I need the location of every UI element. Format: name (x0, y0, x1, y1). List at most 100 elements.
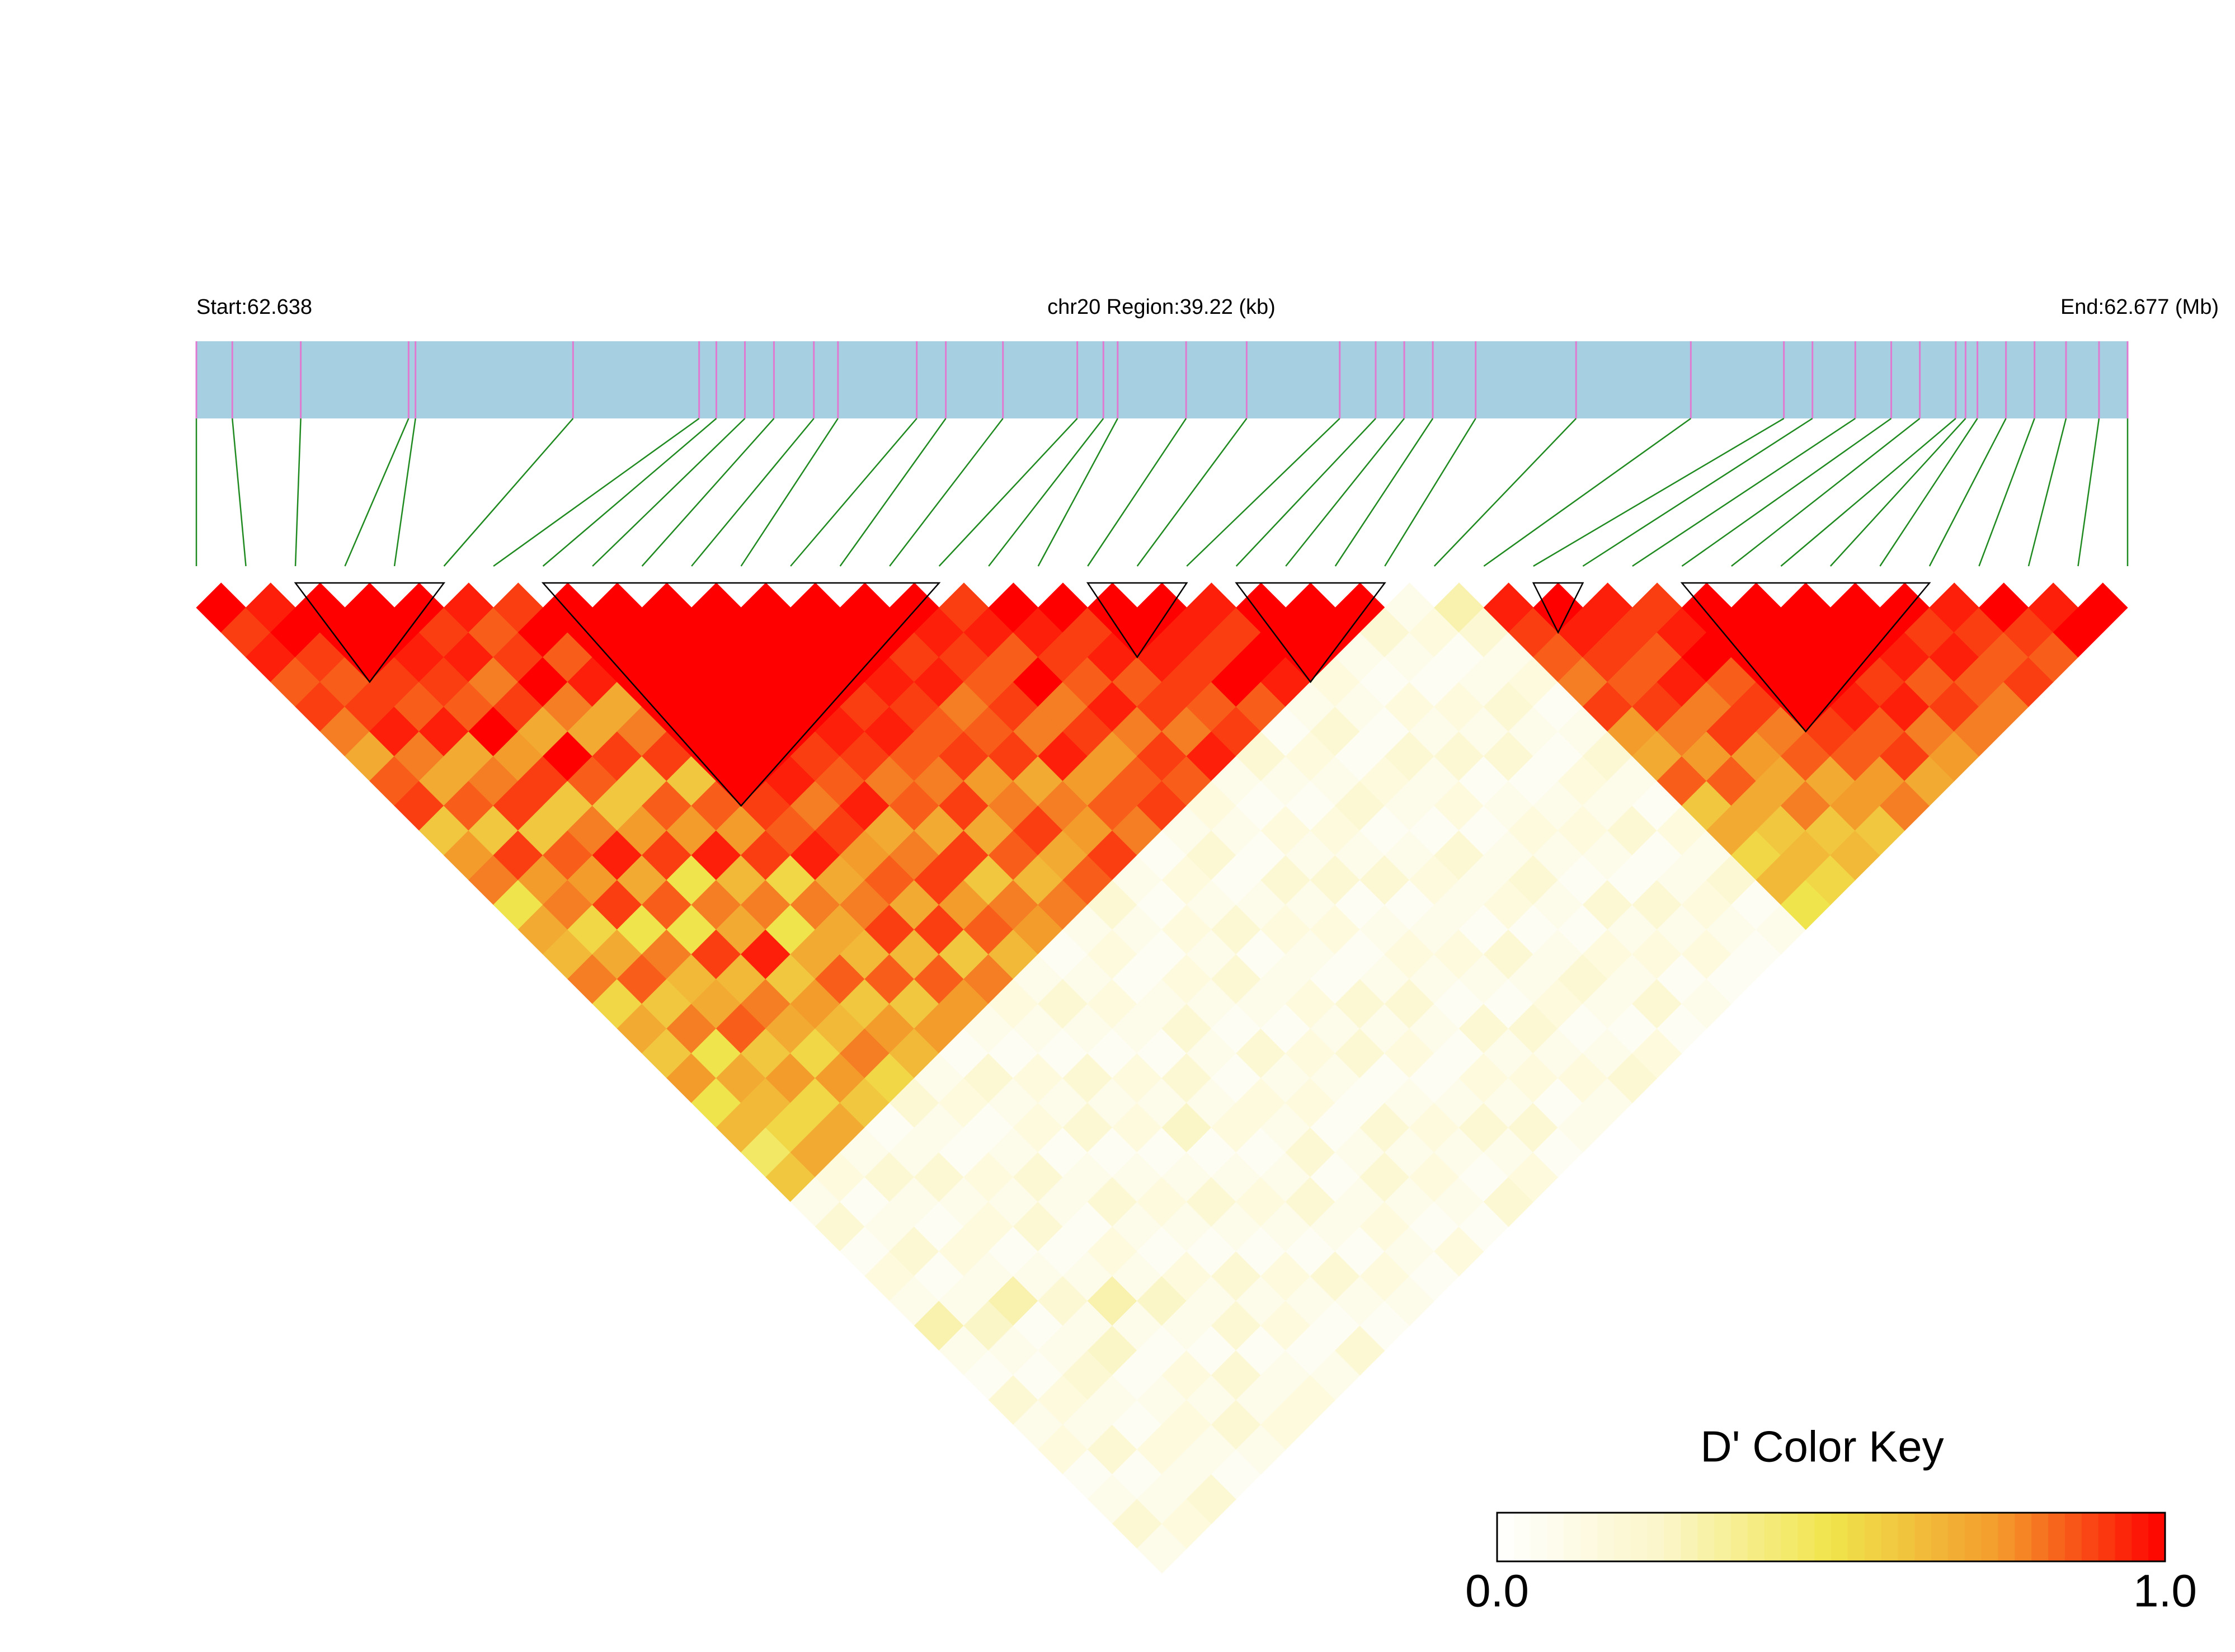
snp-connector (2027, 418, 2067, 567)
color-key-step (1613, 1513, 1631, 1561)
key-title: D' Color Key (1700, 1422, 1944, 1471)
region-bar (196, 341, 2128, 418)
color-key-step (1630, 1513, 1648, 1561)
color-key-step (2015, 1513, 2032, 1561)
snp-connector (294, 418, 302, 567)
snp-connector (1037, 418, 1118, 567)
color-key-step (2031, 1513, 2049, 1561)
snp-connector (542, 418, 717, 567)
snp-connector (2077, 418, 2100, 567)
snp-connector (1879, 418, 1978, 567)
color-key-step (1647, 1513, 1665, 1561)
snp-connector (1334, 418, 1434, 567)
snp-connector (232, 418, 247, 567)
ld-block (1086, 582, 1188, 659)
color-key-step (1947, 1513, 1965, 1561)
snp-connector (443, 418, 574, 567)
color-key-step (1564, 1513, 1582, 1561)
ld-cell (1112, 1251, 1163, 1302)
snp-connector (1780, 418, 1956, 567)
color-key-step (1898, 1513, 1916, 1561)
color-key-step (1831, 1513, 1848, 1561)
snp-connector (393, 418, 416, 567)
ld-cell (2077, 582, 2128, 633)
ld-cell (1112, 954, 1163, 1004)
ld-block (1680, 582, 1931, 733)
ld-cell (1112, 1498, 1163, 1549)
snp-connector (988, 418, 1104, 567)
ld-cell (1112, 706, 1163, 757)
color-key-step (2115, 1513, 2133, 1561)
snp-connector (1928, 418, 2007, 567)
ld-cell (1112, 855, 1163, 905)
key-tick-label: 0.0 (1465, 1566, 1529, 1617)
key-tick-label: 1.0 (2133, 1566, 2197, 1617)
snp-connector (1582, 417, 1813, 567)
color-key-step (1964, 1513, 1982, 1561)
snp-connector (1285, 418, 1405, 567)
snp-connector (1731, 418, 1921, 567)
color-key-step (1730, 1513, 1748, 1561)
color-key-frame (1496, 1512, 2166, 1562)
color-key-step (1781, 1513, 1799, 1561)
color-key-step (1597, 1513, 1615, 1561)
snp-connector (493, 417, 700, 567)
ld-block (294, 582, 446, 684)
color-key-step (1864, 1513, 1882, 1561)
color-key-step (2048, 1513, 2065, 1561)
color-key-step (1847, 1513, 1865, 1561)
snp-connector (691, 418, 815, 567)
ld-cell (1112, 657, 1163, 707)
color-key-step (1714, 1513, 1731, 1561)
color-key-step (1747, 1513, 1765, 1561)
snp-connector (592, 418, 746, 567)
color-key-step (2148, 1513, 2166, 1561)
color-key-step (1681, 1513, 1698, 1561)
snp-connector (1632, 417, 1856, 567)
color-key-step (1547, 1513, 1565, 1561)
color-key-step (1914, 1513, 1932, 1561)
color-key-step (1981, 1513, 1999, 1561)
ld-block (1532, 582, 1584, 634)
snp-connector (1830, 418, 1966, 567)
snp-connector (790, 418, 917, 567)
snp-connector (1533, 417, 1785, 567)
snp-connector (1681, 417, 1892, 567)
ld-cell (1112, 1201, 1163, 1252)
ld-cell (1112, 756, 1163, 806)
ld-cell (1112, 1399, 1163, 1450)
snp-connector (1433, 418, 1577, 567)
color-key-step (1998, 1513, 2016, 1561)
color-key-step (1513, 1513, 1531, 1561)
color-key-step (2132, 1513, 2149, 1561)
end-label: End:62.677 (Mb) (2060, 295, 2219, 319)
ld-block (541, 582, 941, 807)
snp-connector (1235, 418, 1376, 567)
color-key-step (1881, 1513, 1899, 1561)
ld-cell (1112, 607, 1163, 658)
snp-connector (344, 418, 410, 567)
ld-cell (1112, 1152, 1163, 1203)
snp-connector (1483, 417, 1692, 567)
ld-cell (1112, 1300, 1163, 1351)
color-key-step (1530, 1513, 1548, 1561)
snp-connector (1978, 418, 2035, 567)
snp-connector (1136, 418, 1248, 567)
ld-cell (1112, 1449, 1163, 1500)
color-key-step (2098, 1513, 2116, 1561)
snp-connector (889, 418, 1004, 567)
color-key-step (1798, 1513, 1815, 1561)
ld-cell (1112, 1350, 1163, 1401)
region-label: chr20 Region:39.22 (kb) (1047, 295, 1276, 319)
ld-cell (220, 607, 271, 658)
color-key-step (1497, 1513, 1514, 1561)
color-key-step (2064, 1513, 2082, 1561)
color-key-step (1931, 1513, 1949, 1561)
color-key-step (1664, 1513, 1682, 1561)
snp-connector (839, 418, 947, 567)
color-key-step (1814, 1513, 1832, 1561)
color-key-step (1580, 1513, 1598, 1561)
color-key-step (2081, 1513, 2099, 1561)
snp-connector (938, 418, 1078, 567)
